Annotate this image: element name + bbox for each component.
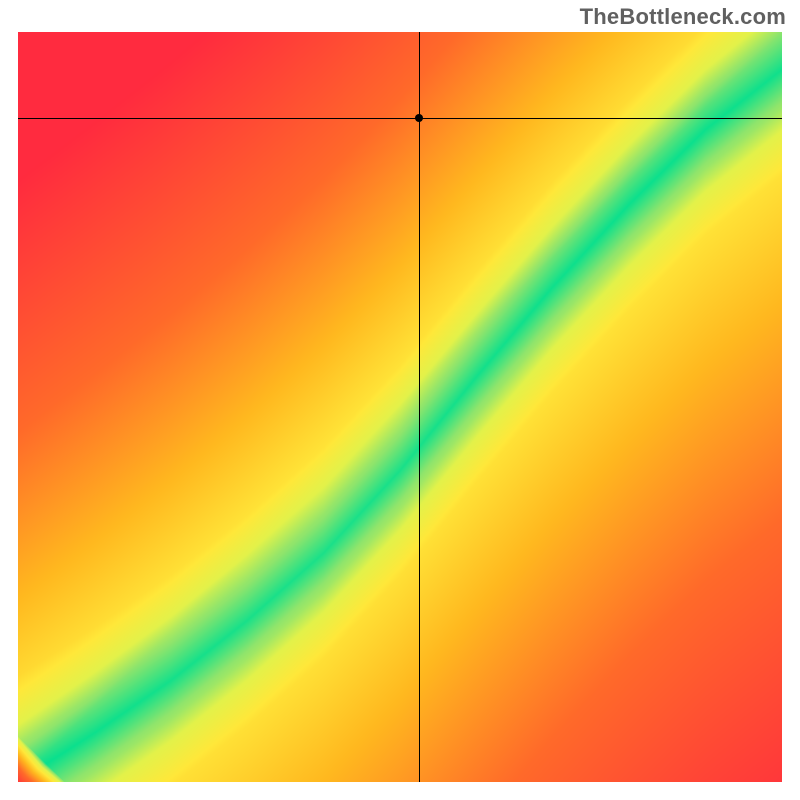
heatmap-plot <box>18 32 782 782</box>
heatmap-canvas <box>18 32 782 782</box>
figure-container: TheBottleneck.com <box>0 0 800 800</box>
watermark-text: TheBottleneck.com <box>580 4 786 30</box>
crosshair-horizontal <box>18 118 782 119</box>
crosshair-vertical <box>419 32 420 782</box>
crosshair-marker <box>415 114 423 122</box>
